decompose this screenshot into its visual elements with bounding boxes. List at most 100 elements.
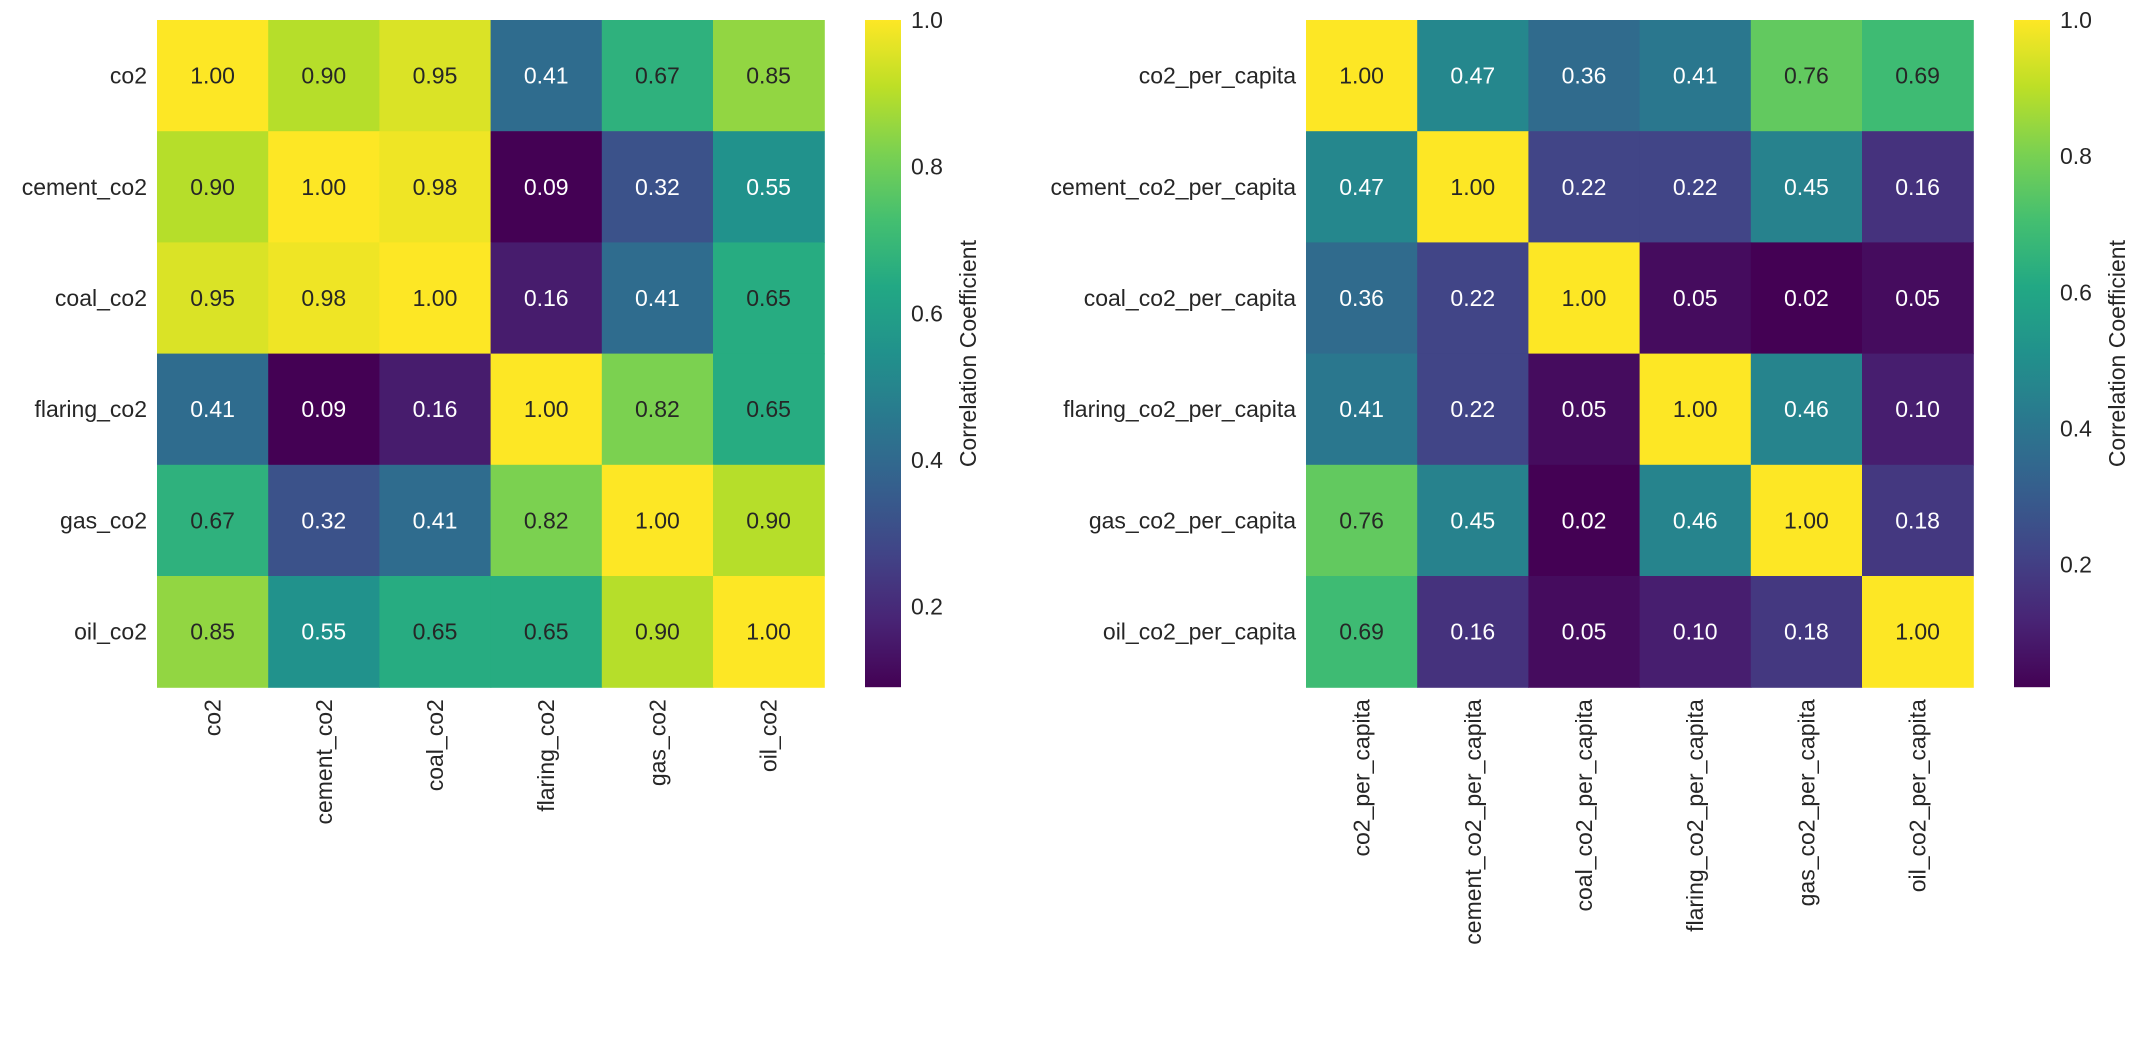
heatmap-cell — [379, 464, 492, 577]
heatmap-cell — [1306, 464, 1418, 577]
cell-value-label: 0.90 — [301, 63, 346, 89]
heatmap-cell — [1528, 353, 1641, 466]
column-tick-label: coal_co2_per_capita — [1571, 699, 1597, 911]
colorbar-tick-label: 1.0 — [2060, 7, 2092, 33]
heatmap-cell — [1528, 576, 1641, 688]
cell-value-label: 0.10 — [1895, 396, 1940, 422]
heatmap-cell — [490, 131, 603, 243]
cell-value-label: 0.45 — [1784, 174, 1829, 200]
colorbar-label: Correlation Coefficient — [955, 239, 981, 467]
heatmap-cell — [157, 353, 269, 466]
heatmap-cell — [379, 20, 492, 132]
cell-value-label: 0.90 — [190, 174, 235, 200]
cell-value-label: 0.32 — [635, 174, 680, 200]
row-tick-label: gas_co2 — [60, 507, 147, 533]
cell-value-label: 0.95 — [190, 285, 235, 311]
row-tick-label: oil_co2 — [74, 619, 147, 645]
cell-value-label: 0.82 — [524, 507, 569, 533]
cell-value-label: 0.05 — [1562, 619, 1607, 645]
row-tick-label: flaring_co2_per_capita — [1063, 396, 1296, 422]
cell-value-label: 0.76 — [1784, 63, 1829, 89]
colorbar-tick-label: 0.8 — [2060, 143, 2092, 169]
heatmap-cell — [713, 242, 825, 355]
row-tick-label: coal_co2 — [55, 285, 147, 311]
cell-value-label: 1.00 — [1562, 285, 1607, 311]
cell-value-label: 0.47 — [1339, 174, 1384, 200]
column-tick-label: coal_co2 — [422, 699, 448, 791]
row-tick-label: gas_co2_per_capita — [1089, 507, 1296, 533]
colorbar-tick-label: 0.2 — [911, 594, 943, 620]
cell-value-label: 1.00 — [301, 174, 346, 200]
colorbar-tick-label: 0.6 — [2060, 279, 2092, 305]
heatmap-cell — [1639, 464, 1752, 577]
cell-value-label: 0.41 — [413, 507, 458, 533]
heatmap-cell — [601, 20, 714, 132]
colorbar — [865, 20, 901, 688]
heatmap-cell — [268, 20, 380, 132]
cell-value-label: 0.22 — [1562, 174, 1607, 200]
cell-value-label: 1.00 — [1339, 63, 1384, 89]
heatmap-cell — [1750, 20, 1863, 132]
cell-value-label: 0.76 — [1339, 507, 1384, 533]
heatmap-cell — [1862, 242, 1974, 355]
cell-value-label: 0.69 — [1339, 619, 1384, 645]
column-tick-label: oil_co2_per_capita — [1905, 699, 1931, 892]
heatmap-cell — [601, 353, 714, 466]
heatmap-cell — [1750, 464, 1863, 577]
heatmap-cell — [1417, 20, 1529, 132]
cell-value-label: 1.00 — [1450, 174, 1495, 200]
heatmap-cell — [1306, 131, 1418, 243]
heatmap-cell — [490, 20, 603, 132]
heatmap-cell — [490, 242, 603, 355]
cell-value-label: 1.00 — [1895, 619, 1940, 645]
column-tick-label: co2 — [200, 699, 226, 736]
cell-value-label: 0.47 — [1450, 63, 1495, 89]
row-tick-label: co2 — [110, 63, 147, 89]
cell-value-label: 0.16 — [524, 285, 569, 311]
cell-value-label: 0.32 — [301, 507, 346, 533]
cell-value-label: 0.46 — [1784, 396, 1829, 422]
heatmap-cell — [157, 242, 269, 355]
heatmap-cell — [713, 353, 825, 466]
cell-value-label: 1.00 — [1784, 507, 1829, 533]
row-tick-label: coal_co2_per_capita — [1084, 285, 1296, 311]
cell-value-label: 0.41 — [1339, 396, 1384, 422]
heatmap-cell — [601, 464, 714, 577]
cell-value-label: 0.45 — [1450, 507, 1495, 533]
cell-value-label: 0.95 — [413, 63, 458, 89]
row-tick-label: oil_co2_per_capita — [1103, 619, 1296, 645]
cell-value-label: 0.05 — [1562, 396, 1607, 422]
cell-value-label: 0.18 — [1895, 507, 1940, 533]
cell-value-label: 0.65 — [746, 285, 791, 311]
heatmap-cell — [1639, 242, 1752, 355]
heatmap-cell — [379, 576, 492, 688]
column-tick-label: cement_co2 — [311, 699, 337, 824]
heatmap-cell — [157, 576, 269, 688]
column-tick-label: gas_co2 — [644, 699, 670, 786]
colorbar-tick-label: 1.0 — [911, 7, 943, 33]
cell-value-label: 0.05 — [1673, 285, 1718, 311]
column-tick-label: cement_co2_per_capita — [1460, 699, 1486, 945]
column-tick-label: flaring_co2_per_capita — [1682, 699, 1708, 932]
cell-value-label: 0.16 — [413, 396, 458, 422]
cell-value-label: 0.98 — [413, 174, 458, 200]
cell-value-label: 0.10 — [1673, 619, 1718, 645]
heatmap-cell — [1306, 20, 1418, 132]
cell-value-label: 1.00 — [190, 63, 235, 89]
column-tick-label: co2_per_capita — [1349, 699, 1375, 856]
heatmap-cell — [1639, 576, 1752, 688]
heatmap-cell — [1528, 242, 1641, 355]
colorbar-label: Correlation Coefficient — [2104, 239, 2130, 467]
heatmap-cell — [1862, 353, 1974, 466]
heatmap-cell — [1639, 131, 1752, 243]
cell-value-label: 0.18 — [1784, 619, 1829, 645]
cell-value-label: 0.46 — [1673, 507, 1718, 533]
heatmap-cell — [379, 131, 492, 243]
cell-value-label: 0.85 — [190, 619, 235, 645]
heatmap-cell — [1306, 353, 1418, 466]
heatmap-per-capita-co2: 1.00 0.47 0.36 0.41 0.76 0.69 0.47 1.00 0.22 0.22… — [1051, 7, 2131, 945]
heatmap-cell — [1750, 242, 1863, 355]
heatmap-cell — [157, 20, 269, 132]
heatmap-cell — [1417, 464, 1529, 577]
